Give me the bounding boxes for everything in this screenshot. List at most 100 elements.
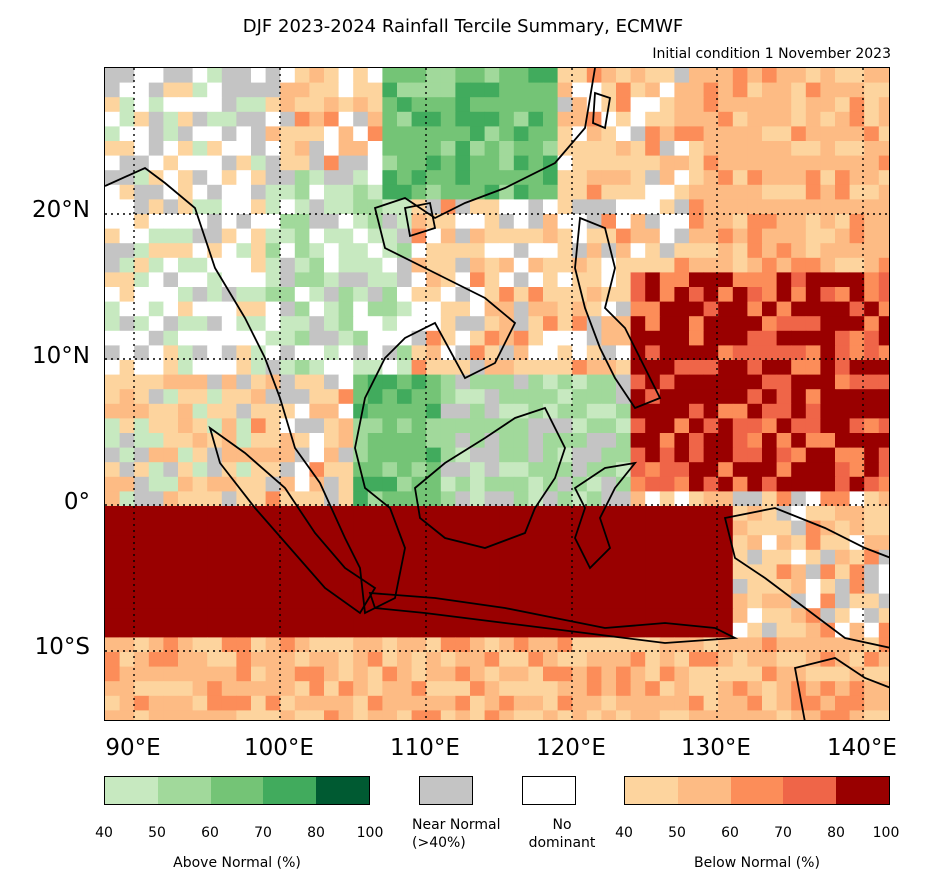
grid-cell	[572, 622, 588, 638]
grid-cell	[645, 287, 661, 303]
grid-cell	[878, 345, 889, 361]
grid-cell	[440, 184, 456, 200]
grid-cell	[440, 476, 456, 492]
grid-cell	[747, 155, 763, 171]
grid-cell	[294, 491, 310, 507]
grid-cell	[820, 564, 836, 580]
grid-cell	[499, 155, 515, 171]
grid-cell	[645, 564, 661, 580]
grid-cell	[849, 301, 865, 317]
grid-cell	[119, 82, 135, 98]
grid-cell	[440, 389, 456, 405]
grid-cell	[411, 360, 427, 376]
grid-cell	[878, 199, 889, 215]
grid-cell	[397, 622, 413, 638]
grid-cell	[586, 287, 602, 303]
grid-cell	[353, 506, 369, 522]
grid-cell	[543, 564, 559, 580]
grid-cell	[776, 433, 792, 449]
grid-cell	[397, 520, 413, 536]
grid-cell	[732, 622, 748, 638]
grid-cell	[178, 199, 194, 215]
grid-cell	[499, 564, 515, 580]
grid-cell	[411, 111, 427, 127]
grid-cell	[689, 681, 705, 697]
grid-cell	[382, 622, 398, 638]
grid-cell	[470, 593, 486, 609]
grid-cell	[163, 535, 179, 551]
grid-cell	[221, 710, 237, 720]
grid-cell	[455, 695, 471, 711]
grid-cell	[294, 111, 310, 127]
grid-cell	[557, 564, 573, 580]
grid-cell	[864, 418, 880, 434]
grid-cell	[280, 170, 296, 186]
grid-cell	[440, 403, 456, 419]
grid-cell	[265, 622, 281, 638]
grid-cell	[732, 593, 748, 609]
grid-cell	[163, 82, 179, 98]
grid-cell	[630, 68, 646, 84]
grid-cell	[747, 433, 763, 449]
grid-cell	[543, 82, 559, 98]
grid-cell	[163, 593, 179, 609]
grid-cell	[674, 287, 690, 303]
grid-cell	[630, 141, 646, 157]
grid-cell	[148, 82, 164, 98]
grid-cell	[718, 476, 734, 492]
grid-cell	[878, 403, 889, 419]
grid-cell	[776, 330, 792, 346]
grid-cell	[543, 111, 559, 127]
grid-cell	[294, 360, 310, 376]
grid-cell	[280, 214, 296, 230]
grid-cell	[820, 111, 836, 127]
grid-cell	[718, 447, 734, 463]
grid-cell	[353, 68, 369, 84]
grid-cell	[864, 506, 880, 522]
grid-cell	[878, 695, 889, 711]
grid-cell	[805, 301, 821, 317]
grid-cell	[747, 184, 763, 200]
grid-cell	[645, 301, 661, 317]
grid-cell	[878, 360, 889, 376]
grid-cell	[324, 126, 340, 142]
grid-cell	[178, 695, 194, 711]
grid-cell	[645, 170, 661, 186]
grid-cell	[236, 695, 252, 711]
grid-cell	[645, 330, 661, 346]
coast-sulawesi	[573, 461, 638, 570]
grid-cell	[411, 126, 427, 142]
grid-cell	[455, 447, 471, 463]
grid-cell	[878, 491, 889, 507]
grid-cell	[543, 199, 559, 215]
grid-cell	[440, 301, 456, 317]
grid-cell	[674, 360, 690, 376]
grid-cell	[338, 301, 354, 317]
grid-cell	[601, 403, 617, 419]
grid-cell	[426, 111, 442, 127]
grid-cell	[718, 549, 734, 565]
grid-cell	[455, 389, 471, 405]
grid-cell	[324, 141, 340, 157]
grid-cell	[805, 710, 821, 720]
grid-cell	[470, 155, 486, 171]
grid-cell	[630, 593, 646, 609]
grid-cell	[324, 243, 340, 259]
grid-cell	[397, 374, 413, 390]
grid-cell	[426, 68, 442, 84]
grid-cell	[221, 462, 237, 478]
grid-cell	[513, 214, 529, 230]
grid-cell	[338, 462, 354, 478]
grid-cell	[703, 374, 719, 390]
grid-cell	[294, 243, 310, 259]
grid-cell	[513, 476, 529, 492]
grid-cell	[659, 360, 675, 376]
grid-cell	[280, 549, 296, 565]
grid-cell	[762, 82, 778, 98]
grid-cell	[119, 593, 135, 609]
grid-cell	[528, 418, 544, 434]
grid-cell	[820, 418, 836, 434]
grid-cell	[426, 666, 442, 682]
grid-cell	[499, 403, 515, 419]
grid-cell	[440, 97, 456, 113]
